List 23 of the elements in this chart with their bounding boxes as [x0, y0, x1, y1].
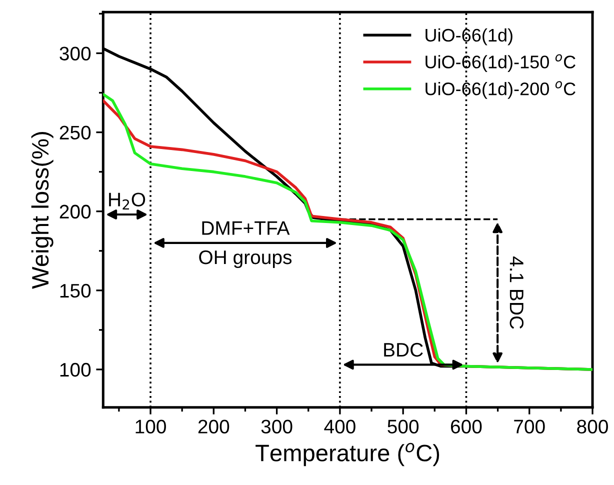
y-tick-label: 200: [60, 204, 91, 219]
y-tick-label: 300: [60, 46, 91, 60]
x-tick-label: 300: [261, 420, 292, 434]
y-axis-title: Weight loss(%): [31, 132, 54, 289]
x-tick-label: 600: [450, 420, 482, 434]
legend-label: UiO-66(1d): [426, 28, 512, 46]
y-tick-label: 250: [60, 126, 91, 140]
legend-label: UiO-66(1d)-150 $^{o}$C: [426, 54, 576, 72]
x-tick-label: 700: [514, 420, 545, 434]
x-tick-label: 800: [577, 420, 608, 434]
legend-label: UiO-66(1d)-200 $^{o}$C: [426, 81, 576, 99]
x-tick-label: 100: [136, 420, 166, 434]
x-tick-label: 400: [324, 420, 356, 434]
annotation: DMF+TFA: [202, 221, 290, 235]
y-tick-label: 100: [60, 362, 91, 377]
x-tick-label: 500: [388, 420, 419, 434]
annotation: 4.1 BDC: [510, 256, 524, 329]
annotation: OH groups: [199, 250, 292, 268]
x-axis-title: Temperature ($^{o}$C): [256, 442, 440, 466]
annotation: H$_{2}$O: [109, 192, 146, 210]
x-tick-label: 200: [198, 420, 230, 434]
y-tick-label: 150: [60, 284, 91, 298]
annotation: BDC: [384, 342, 423, 357]
